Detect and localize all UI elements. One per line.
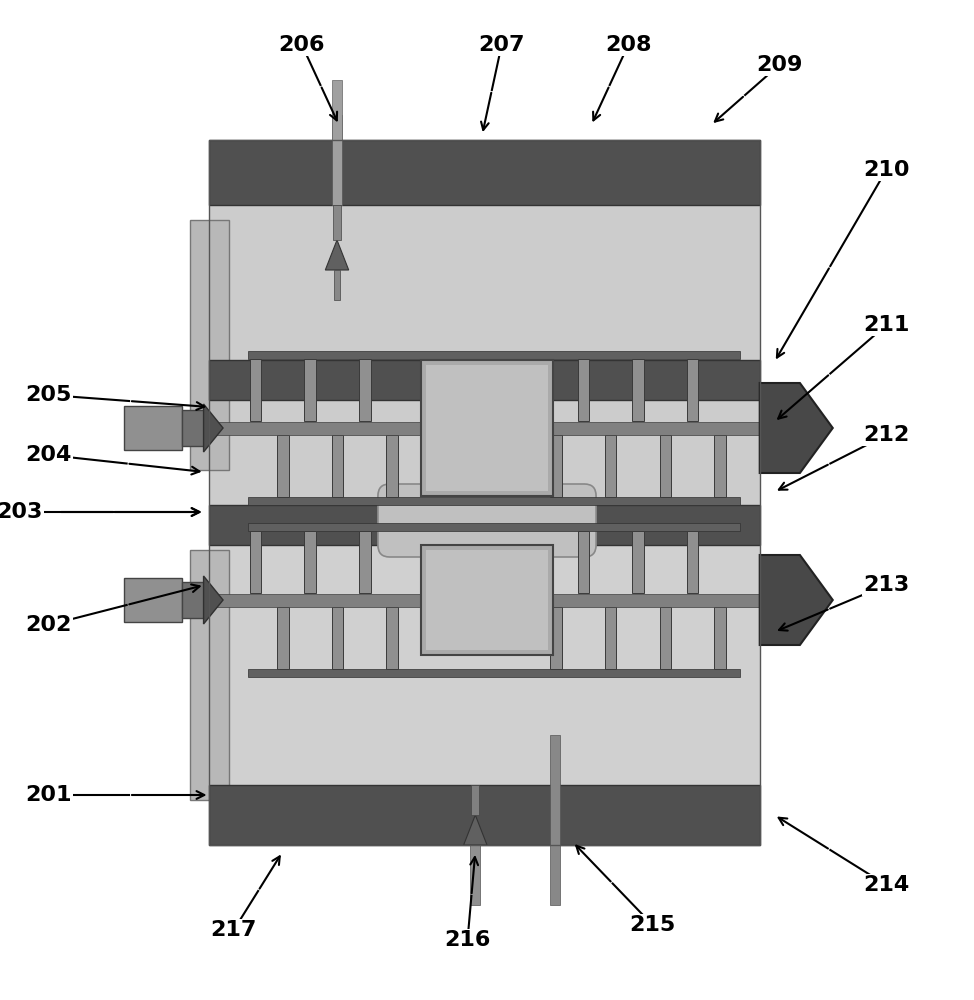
FancyBboxPatch shape — [277, 435, 288, 497]
FancyBboxPatch shape — [714, 607, 726, 669]
FancyBboxPatch shape — [714, 435, 726, 497]
FancyBboxPatch shape — [334, 270, 340, 300]
FancyBboxPatch shape — [578, 359, 589, 421]
FancyBboxPatch shape — [550, 735, 560, 845]
FancyBboxPatch shape — [471, 785, 479, 815]
FancyBboxPatch shape — [550, 435, 562, 497]
FancyBboxPatch shape — [190, 593, 760, 606]
FancyBboxPatch shape — [359, 359, 370, 421]
FancyBboxPatch shape — [421, 545, 553, 655]
FancyBboxPatch shape — [387, 607, 397, 669]
FancyBboxPatch shape — [387, 435, 397, 497]
FancyBboxPatch shape — [190, 220, 229, 470]
Text: 214: 214 — [863, 875, 910, 895]
FancyBboxPatch shape — [578, 531, 589, 593]
FancyBboxPatch shape — [182, 410, 204, 446]
FancyBboxPatch shape — [332, 115, 342, 205]
FancyBboxPatch shape — [124, 406, 182, 450]
Text: 210: 210 — [863, 160, 910, 180]
FancyBboxPatch shape — [605, 607, 617, 669]
FancyBboxPatch shape — [248, 523, 740, 531]
Text: 209: 209 — [756, 55, 803, 75]
FancyBboxPatch shape — [421, 360, 553, 496]
Text: 212: 212 — [863, 425, 910, 445]
Text: 213: 213 — [863, 575, 910, 595]
Text: 208: 208 — [605, 35, 652, 55]
FancyBboxPatch shape — [378, 484, 596, 557]
FancyBboxPatch shape — [659, 607, 671, 669]
Text: 201: 201 — [25, 785, 72, 805]
Text: 206: 206 — [279, 35, 325, 55]
FancyBboxPatch shape — [359, 531, 370, 593]
FancyBboxPatch shape — [248, 669, 740, 677]
FancyBboxPatch shape — [605, 435, 617, 497]
Text: 216: 216 — [444, 930, 491, 950]
Polygon shape — [760, 383, 833, 473]
Text: 207: 207 — [478, 35, 525, 55]
FancyBboxPatch shape — [687, 531, 698, 593]
FancyBboxPatch shape — [249, 359, 261, 421]
Text: 211: 211 — [863, 315, 910, 335]
FancyBboxPatch shape — [659, 435, 671, 497]
FancyBboxPatch shape — [550, 607, 562, 669]
Text: 202: 202 — [25, 615, 72, 635]
FancyBboxPatch shape — [305, 531, 316, 593]
FancyBboxPatch shape — [426, 365, 548, 491]
Text: 215: 215 — [629, 915, 676, 935]
FancyBboxPatch shape — [209, 505, 760, 545]
FancyBboxPatch shape — [182, 582, 204, 618]
Polygon shape — [204, 576, 223, 624]
FancyBboxPatch shape — [209, 505, 760, 845]
FancyBboxPatch shape — [632, 359, 644, 421]
FancyBboxPatch shape — [470, 845, 480, 905]
FancyBboxPatch shape — [248, 351, 740, 359]
FancyBboxPatch shape — [550, 845, 560, 905]
FancyBboxPatch shape — [209, 140, 760, 205]
Polygon shape — [325, 240, 349, 270]
Text: 204: 204 — [25, 445, 72, 465]
Polygon shape — [464, 815, 487, 845]
FancyBboxPatch shape — [190, 422, 760, 434]
Polygon shape — [760, 555, 833, 645]
FancyBboxPatch shape — [332, 80, 342, 140]
FancyBboxPatch shape — [209, 360, 760, 400]
FancyBboxPatch shape — [332, 607, 343, 669]
FancyBboxPatch shape — [124, 578, 182, 622]
FancyBboxPatch shape — [305, 359, 316, 421]
FancyBboxPatch shape — [249, 531, 261, 593]
FancyBboxPatch shape — [632, 531, 644, 593]
Polygon shape — [204, 404, 223, 452]
Text: 217: 217 — [210, 920, 257, 940]
Text: 205: 205 — [25, 385, 72, 405]
FancyBboxPatch shape — [248, 497, 740, 505]
FancyBboxPatch shape — [332, 435, 343, 497]
FancyBboxPatch shape — [190, 550, 229, 800]
FancyBboxPatch shape — [209, 785, 760, 845]
FancyBboxPatch shape — [687, 359, 698, 421]
Text: 203: 203 — [0, 502, 43, 522]
FancyBboxPatch shape — [209, 140, 760, 505]
FancyBboxPatch shape — [277, 607, 288, 669]
FancyBboxPatch shape — [426, 550, 548, 650]
FancyBboxPatch shape — [333, 205, 341, 240]
